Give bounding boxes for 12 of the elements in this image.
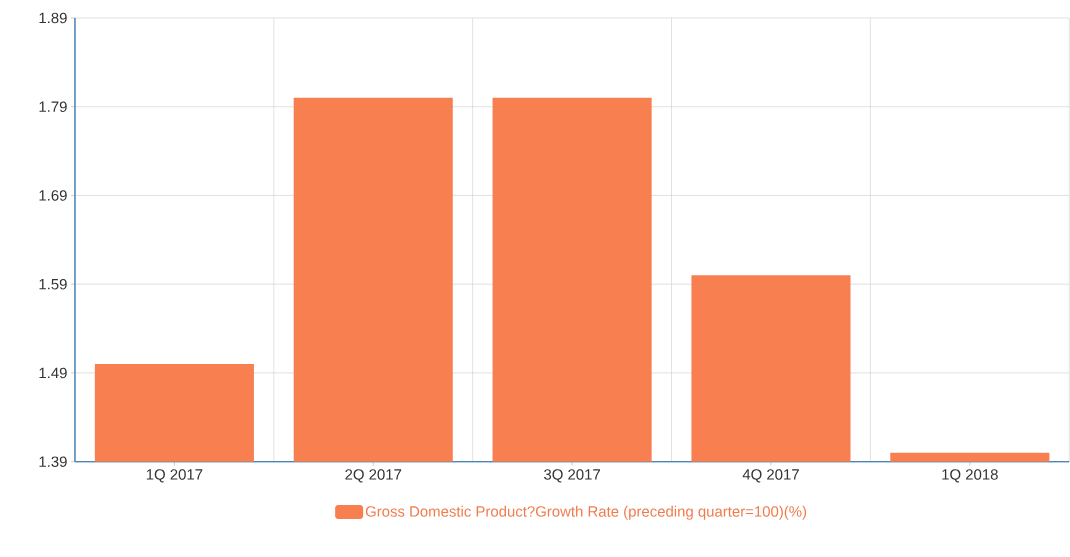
x-tick-label: 4Q 2017 (742, 469, 799, 483)
y-tick-label: 1.69 (39, 190, 67, 201)
x-tick-label: 1Q 2018 (942, 469, 998, 483)
y-tick-label: 1.49 (39, 367, 67, 379)
x-tick-label: 2Q 2017 (345, 469, 402, 483)
x-tick-label: 1Q 2017 (146, 469, 203, 483)
x-tick-label: 3Q 2017 (544, 469, 600, 483)
y-tick-label: 1.79 (39, 101, 67, 113)
y-tick-label: 1.89 (39, 12, 67, 24)
legend-label: Gross Domestic Product?Growth Rate (preceding quarter=100)(%) (365, 505, 807, 520)
y-tick-label: 1.39 (39, 456, 67, 468)
y-tick-label: 1.59 (39, 279, 67, 290)
